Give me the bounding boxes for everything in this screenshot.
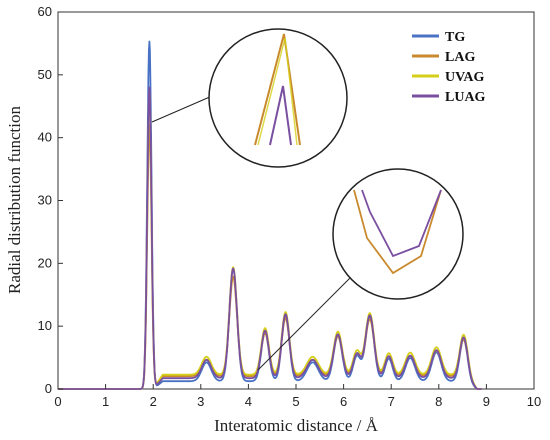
series-line-luag	[57, 86, 483, 390]
inset-circle	[332, 168, 464, 300]
y-tick-label: 0	[45, 381, 52, 396]
x-tick-label: 9	[483, 394, 490, 409]
x-tick-label: 1	[102, 394, 109, 409]
x-axis-title: Interatomic distance / Å	[214, 416, 379, 435]
inset-leader-line	[151, 95, 213, 123]
x-tick-label: 4	[245, 394, 252, 409]
inset-uvag-line	[257, 37, 298, 146]
legend: TG LAG UVAG LUAG	[412, 30, 486, 105]
x-tick-labels: 0 1 2 3 4 5 6 7 8 9 10	[54, 394, 541, 409]
y-tick-label: 30	[38, 193, 52, 208]
x-tick-label: 7	[388, 394, 395, 409]
inset-luag-line	[269, 85, 292, 146]
axis-ticks	[57, 11, 535, 390]
y-tick-label: 60	[38, 4, 52, 19]
first-peak-zoom-inset	[151, 28, 348, 168]
inset-leader-line	[257, 277, 351, 371]
legend-label-luag: LUAG	[445, 90, 486, 105]
x-tick-label: 6	[340, 394, 347, 409]
y-tick-label: 20	[38, 255, 52, 270]
inset-circle	[208, 28, 348, 168]
y-tick-labels: 0 10 20 30 40 50 60	[38, 4, 52, 396]
legend-label-uvag: UVAG	[445, 70, 485, 85]
inset-lag-line	[353, 189, 442, 275]
y-axis-title: Radial distribution function	[5, 106, 24, 294]
valley-zoom-inset	[257, 168, 464, 371]
inset-lag-line	[254, 33, 301, 146]
x-tick-label: 2	[150, 394, 157, 409]
inset-luag-line	[361, 189, 442, 258]
y-tick-label: 50	[38, 67, 52, 82]
legend-label-lag: LAG	[445, 50, 475, 65]
x-tick-label: 10	[527, 394, 541, 409]
y-tick-label: 40	[38, 130, 52, 145]
y-tick-label: 10	[38, 318, 52, 333]
x-tick-label: 3	[197, 394, 204, 409]
x-tick-label: 0	[54, 394, 61, 409]
x-tick-label: 8	[435, 394, 442, 409]
x-tick-label: 5	[292, 394, 299, 409]
legend-label-tg: TG	[445, 30, 465, 45]
